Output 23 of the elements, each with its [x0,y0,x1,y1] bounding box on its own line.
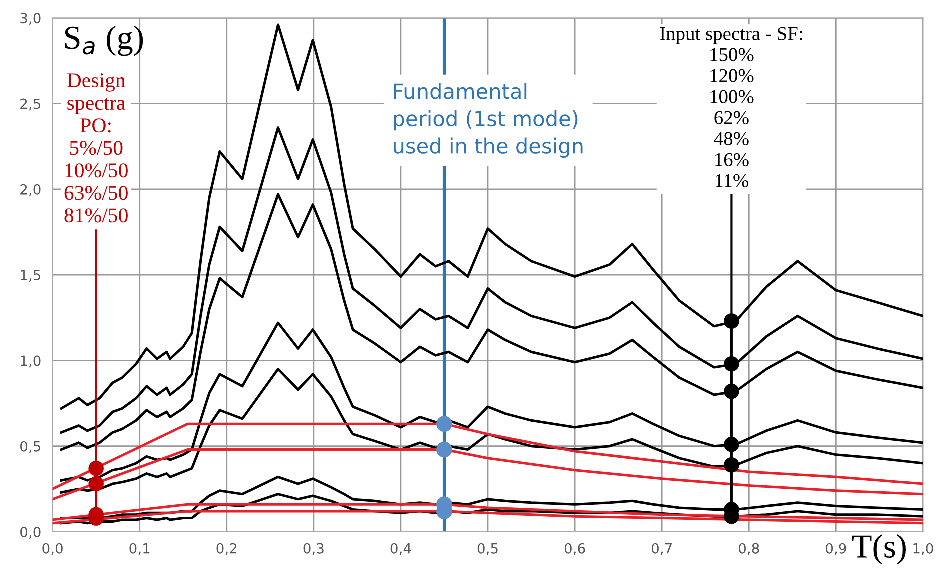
y-axis-title: S$_{a}$ (g) [65,26,144,56]
x-axis-title: T(s) [852,534,906,565]
y-tick-label: 0,5 [20,441,40,454]
x-tick-label: 0,1 [130,543,150,556]
y-tick-label: 3,0 [20,13,41,26]
y-tick-label: 2,0 [20,184,41,196]
x-tick-label: 0,9 [826,543,846,556]
ref-line-label: Fundamental period (1st mode) used in the design [394,83,583,158]
x-tick-label: 0,8 [738,543,760,556]
y-tick-label: 1,5 [21,270,40,282]
x-tick-label: 0,0 [42,543,63,556]
x-tick-label: 0,7 [652,543,672,556]
x-tick-label: 1,0 [914,543,934,556]
annotation: Input spectra - SF: 150% 120% 100% 62% 48% 16% 11% [660,27,802,188]
x-tick-label: 0,4 [390,543,412,556]
y-tick-label: 2,5 [20,98,40,111]
y-tick-label: 0,0 [20,526,41,539]
x-tick-label: 0,6 [564,543,586,556]
x-tick-label: 0,2 [216,543,237,556]
y-tick-label: 1,0 [21,356,41,368]
annotation: Design spectra PO: 5%/50 10%/50 63%/50 81%/50 [64,74,128,223]
x-tick-label: 0,5 [478,543,498,556]
x-tick-label: 0,3 [304,543,324,556]
